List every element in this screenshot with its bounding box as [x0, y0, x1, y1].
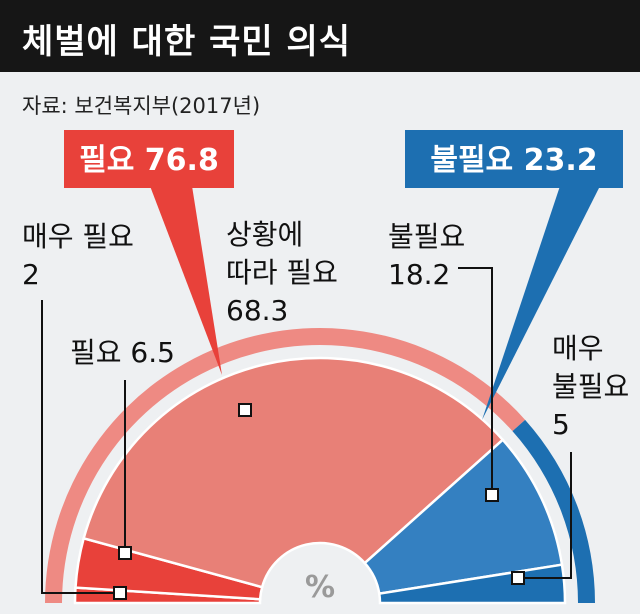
leader-need-marker [118, 546, 132, 560]
label-very-need-line-1: 2 [22, 258, 40, 291]
not-need-callout-label: 불필요 23.2 [430, 143, 597, 178]
label-depends-line-1: 따라 필요 [226, 256, 338, 289]
label-very-not-need-line-1: 불필요 [552, 370, 629, 403]
source-note: 자료: 보건복지부(2017년) [22, 94, 261, 118]
leader-depends-marker [238, 403, 252, 417]
need-callout [64, 130, 234, 188]
label-need-line-0: 필요 6.5 [70, 336, 175, 369]
label-depends-line-0: 상황에 [226, 218, 303, 251]
leader-very-need [41, 300, 120, 594]
leader-very-not-need [518, 452, 572, 579]
chart-title: 체벌에 대한 국민 의식 [22, 22, 352, 62]
leader-very-need-marker [113, 586, 127, 600]
leader-not-need [458, 267, 493, 495]
label-very-need-line-0: 매우 필요 [22, 220, 134, 253]
slice-depends [82, 356, 505, 589]
slice-not-need [362, 438, 564, 596]
need-callout-pointer [150, 186, 222, 375]
not-need-callout-pointer [482, 186, 600, 420]
need-callout-label: 필요 76.8 [79, 143, 219, 178]
label-not-need-line-1: 18.2 [388, 258, 450, 291]
title-bar: 체벌에 대한 국민 의식 [0, 0, 640, 72]
group-arc-not-need [512, 419, 595, 603]
label-not-need-line-0: 불필요 [388, 220, 465, 253]
label-very-not-need-line-2: 5 [552, 408, 570, 441]
not-need-callout [405, 130, 623, 188]
label-very-not-need-line-0: 매우 [552, 332, 604, 365]
label-depends-line-2: 68.3 [226, 294, 288, 327]
leader-not-need-marker [485, 488, 499, 502]
unit-label: % [305, 570, 335, 605]
leader-very-not-need-marker [511, 571, 525, 585]
